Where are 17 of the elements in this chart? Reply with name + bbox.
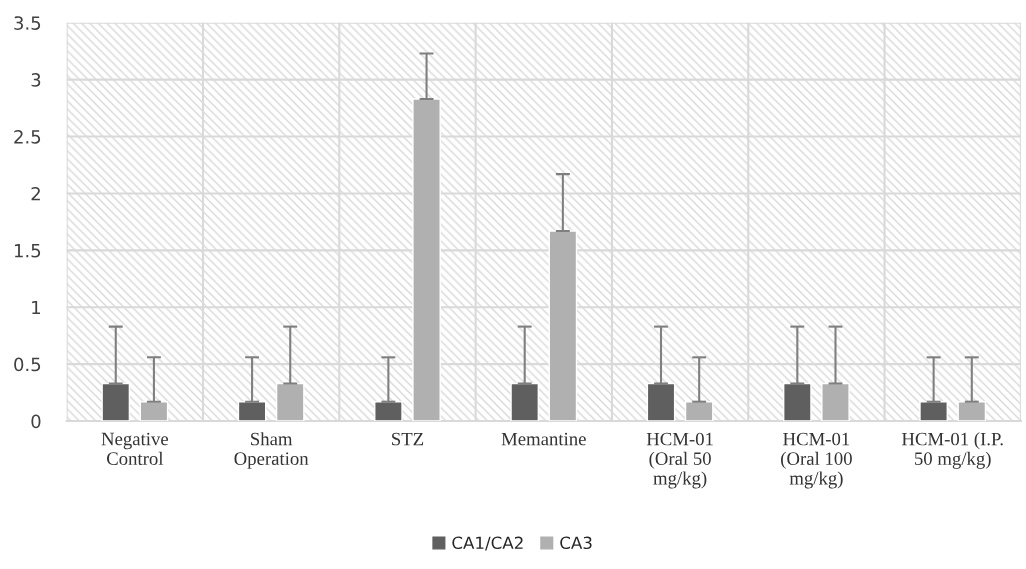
y-tick-label: 0 bbox=[31, 414, 41, 429]
x-tick-label: Sham Operation bbox=[234, 432, 309, 469]
y-tick-label: 3.5 bbox=[14, 16, 41, 30]
y-tick-label: 3 bbox=[31, 73, 41, 87]
y-tick-label: 2.5 bbox=[14, 130, 41, 144]
x-tick-label: Memantine bbox=[501, 432, 586, 446]
legend-label: CA1/CA2 bbox=[452, 536, 523, 551]
y-tick-label: 2 bbox=[31, 186, 40, 201]
y-tick-label: 1 bbox=[32, 300, 41, 315]
x-tick-label: HCM-01 (Oral 100 mg/kg) bbox=[781, 432, 852, 489]
x-tick-label: HCM-01 (I.P. 50 mg/kg) bbox=[901, 432, 1003, 469]
x-tick-label: STZ bbox=[392, 432, 424, 446]
y-tick-label: 0.5 bbox=[14, 357, 41, 372]
x-tick-label: Negative Control bbox=[101, 432, 169, 465]
x-tick-label: HCM-01 (Oral 50 mg/kg) bbox=[646, 432, 713, 489]
legend-label: CA3 bbox=[560, 536, 592, 550]
y-tick-label: 1.5 bbox=[14, 244, 41, 258]
